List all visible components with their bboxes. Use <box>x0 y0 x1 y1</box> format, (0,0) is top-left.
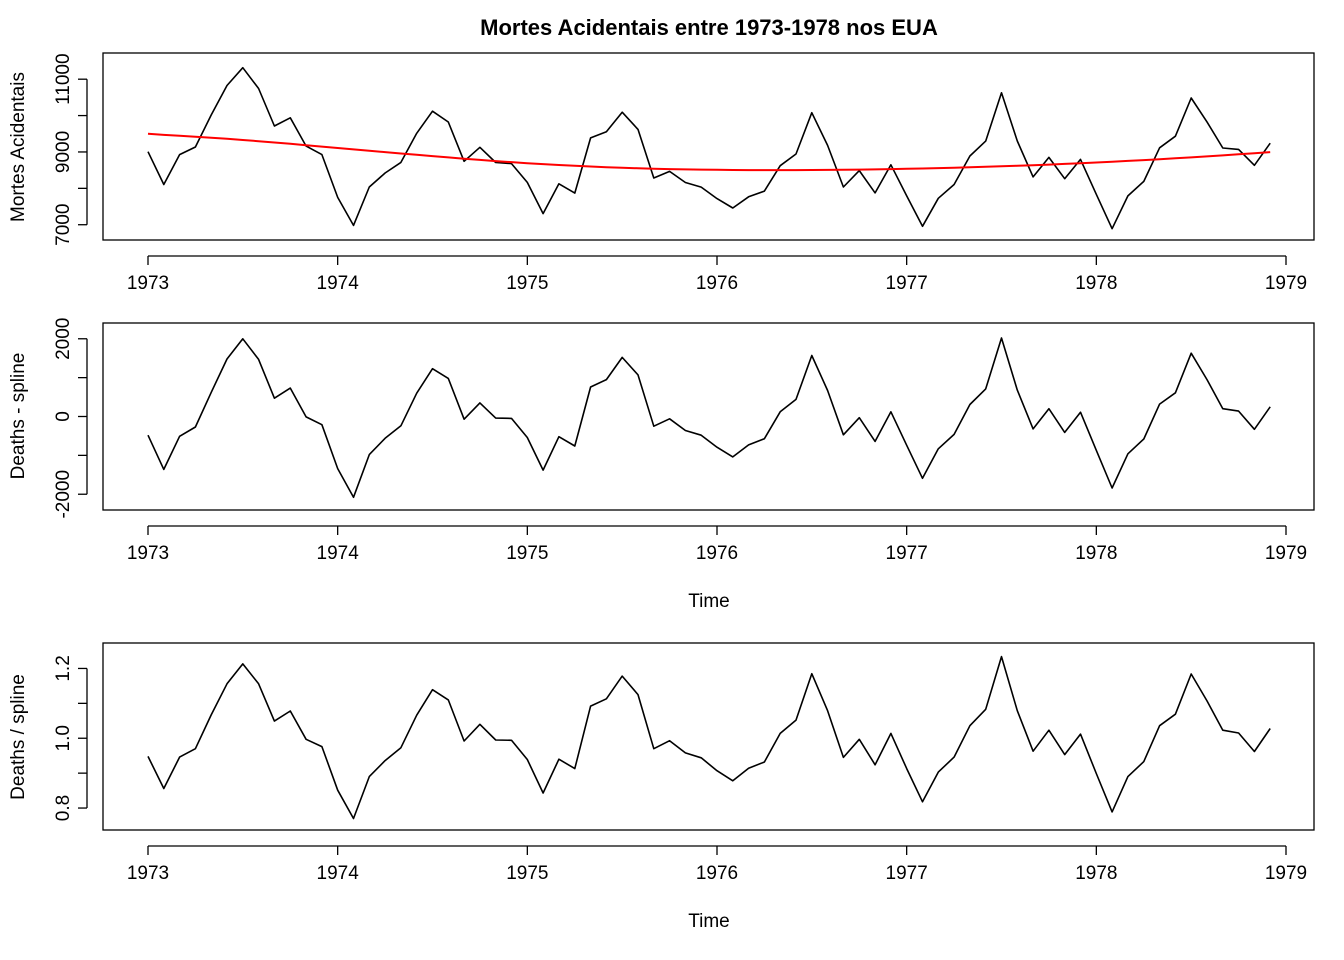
y-tick-label: 0.8 <box>53 795 74 821</box>
x-axis-label: Time <box>688 911 730 932</box>
y-tick-label: 11000 <box>53 53 74 104</box>
x-tick-label: 1975 <box>506 273 548 294</box>
y-tick-label: -2000 <box>53 470 74 519</box>
y-axis-label: Mortes Acidentais <box>8 72 29 222</box>
spline-series-line <box>147 132 1271 172</box>
panel-deaths-over-spline: Deaths / spline Time 1973 1974 1975 1976 197… <box>8 642 1315 932</box>
x-tick-label: 1976 <box>696 863 738 884</box>
panel-marks: 1973 1974 1975 1976 1977 1978 1979 0.8 1.0 1.2 <box>53 655 1307 884</box>
x-tick-label: 1977 <box>886 863 928 884</box>
y-tick-label: 2000 <box>53 318 74 360</box>
chart-title: Mortes Acidentais entre 1973-1978 nos EU… <box>480 15 938 40</box>
x-tick-label: 1976 <box>696 543 738 564</box>
y-tick-label: 0 <box>53 411 74 422</box>
x-tick-label: 1977 <box>886 273 928 294</box>
x-tick-label: 1973 <box>127 273 169 294</box>
x-tick-label: 1973 <box>127 863 169 884</box>
x-tick-label: 1975 <box>506 863 548 884</box>
panel-raw-with-spline: Mortes Acidentais 1973 1974 1975 1976 1977 19… <box>8 52 1315 294</box>
plot-frame <box>102 52 1315 241</box>
y-tick-label: 1.0 <box>53 725 74 751</box>
x-axis-label: Time <box>688 591 730 612</box>
plot-frame <box>102 642 1315 831</box>
x-tick-label: 1974 <box>317 543 360 564</box>
x-tick-label: 1976 <box>696 273 738 294</box>
y-tick-label: 7000 <box>53 204 74 246</box>
x-tick-label: 1979 <box>1265 543 1307 564</box>
plot-frame <box>102 322 1315 511</box>
y-axis-label: Deaths - spline <box>8 353 29 480</box>
panel-marks: 1973 1974 1975 1976 1977 1978 1979 7000 9000 1100… <box>53 53 1307 294</box>
x-tick-label: 1978 <box>1075 543 1117 564</box>
x-tick-label: 1979 <box>1265 863 1307 884</box>
panel-deaths-minus-spline: Deaths - spline Time 1973 1974 1975 1976 197… <box>8 318 1315 612</box>
y-axis-label: Deaths / spline <box>8 674 29 800</box>
series-line <box>147 337 1271 499</box>
series-line <box>147 655 1271 820</box>
x-tick-label: 1974 <box>317 273 360 294</box>
y-tick-label: 9000 <box>53 131 74 173</box>
series-line <box>147 66 1271 230</box>
x-tick-label: 1973 <box>127 543 169 564</box>
y-tick-label: 1.2 <box>53 655 74 681</box>
x-tick-label: 1978 <box>1075 273 1117 294</box>
panel-marks: 1973 1974 1975 1976 1977 1978 1979 -2000 0 2000 <box>53 318 1307 564</box>
x-tick-label: 1978 <box>1075 863 1117 884</box>
x-tick-label: 1974 <box>317 863 360 884</box>
x-tick-label: 1979 <box>1265 273 1307 294</box>
x-tick-label: 1977 <box>886 543 928 564</box>
x-tick-label: 1975 <box>506 543 548 564</box>
